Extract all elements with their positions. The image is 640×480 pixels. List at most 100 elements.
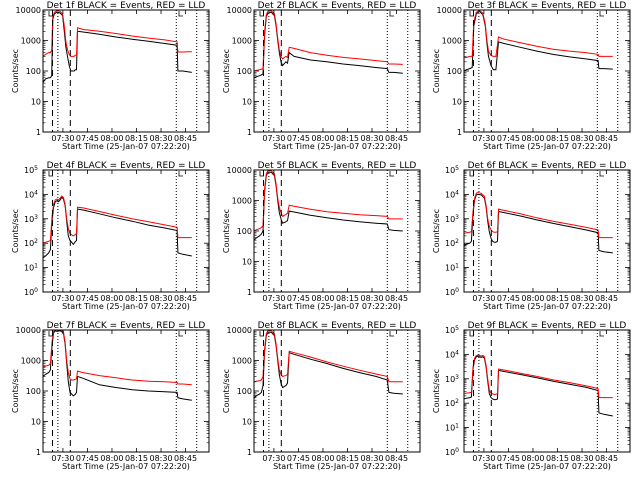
y-axis-label: Counts/sec — [11, 49, 20, 93]
x-tick-label: 07:45 — [76, 294, 99, 303]
series-line-lld — [43, 330, 192, 386]
y-tick-label: 1 — [247, 128, 252, 137]
x-tick-label: 08:45 — [595, 134, 618, 143]
y-tick-exponent: 1 — [34, 263, 38, 270]
corner-marker — [178, 171, 183, 177]
y-tick-label: 1000 — [442, 37, 462, 46]
x-tick-label: 07:30 — [472, 454, 495, 463]
y-tick-label: 10 — [452, 98, 462, 107]
y-tick-exponent: 1 — [455, 423, 459, 430]
y-tick-exponent: 4 — [455, 189, 459, 196]
y-tick-label: 10 — [242, 258, 252, 267]
x-axis-label: Start Time (25-Jan-07 07:22:20) — [273, 302, 401, 311]
x-tick-label: 08:45 — [174, 294, 197, 303]
y-tick-label: 100 — [26, 387, 41, 396]
y-tick-label: 100 — [447, 67, 462, 76]
chart-title: Det 1f BLACK = Events, RED = LLD — [47, 1, 206, 11]
chart-panel: Det 6f BLACK = Events, RED = LLD 07:30 07:… — [432, 161, 631, 311]
series-line-lld — [464, 10, 613, 59]
y-tick-exponent: 0 — [455, 447, 459, 454]
y-axis-label: Counts/sec — [11, 369, 20, 413]
y-tick-label: 103 — [445, 374, 459, 384]
plot-frame — [42, 329, 210, 453]
x-tick-label: 08:30 — [361, 454, 384, 463]
x-tick-label: 07:30 — [472, 134, 495, 143]
series-line-events — [464, 10, 613, 72]
y-tick-label: 10000 — [227, 166, 252, 175]
y-tick-label: 105 — [445, 165, 459, 175]
plot-frame — [253, 329, 421, 453]
chart-panel: Det 8f BLACK = Events, RED = LLD 07:30 07:… — [222, 321, 421, 471]
y-tick-exponent: 1 — [455, 263, 459, 270]
plot-frame — [253, 9, 421, 133]
y-tick-label: 10000 — [16, 326, 41, 335]
y-tick-label: 102 — [24, 238, 38, 248]
y-tick-label: 105 — [24, 165, 38, 175]
x-tick-label: 08:45 — [385, 294, 408, 303]
y-tick-exponent: 3 — [34, 214, 38, 221]
plot-frame — [463, 169, 631, 293]
y-tick-label: 10000 — [437, 6, 462, 15]
corner-marker — [469, 11, 474, 17]
x-axis-label: Start Time (25-Jan-07 07:22:20) — [483, 302, 611, 311]
corner-marker — [389, 11, 394, 17]
x-tick-label: 07:30 — [262, 134, 285, 143]
x-axis-label: Start Time (25-Jan-07 07:22:20) — [62, 142, 190, 151]
chart-title: Det 2f BLACK = Events, RED = LLD — [258, 1, 417, 11]
x-tick-label: 08:00 — [311, 454, 334, 463]
corner-marker — [259, 331, 264, 337]
x-tick-label: 08:00 — [521, 294, 544, 303]
x-tick-label: 07:45 — [287, 454, 310, 463]
corner-marker — [48, 331, 53, 337]
corner-marker — [178, 331, 183, 337]
series-line-events — [254, 331, 403, 399]
x-tick-label: 08:00 — [311, 134, 334, 143]
y-tick-label: 101 — [24, 263, 38, 273]
x-tick-label: 08:00 — [100, 294, 123, 303]
y-tick-label: 100 — [26, 67, 41, 76]
x-axis-label: Start Time (25-Jan-07 07:22:20) — [483, 462, 611, 471]
x-axis-label: Start Time (25-Jan-07 07:22:20) — [62, 462, 190, 471]
x-tick-label: 08:15 — [125, 454, 148, 463]
chart-panel: Det 3f BLACK = Events, RED = LLD 07:30 07:… — [432, 1, 631, 151]
y-tick-exponent: 5 — [455, 325, 459, 332]
y-tick-label: 10000 — [227, 326, 252, 335]
series-line-lld — [254, 330, 403, 383]
x-tick-label: 07:45 — [497, 294, 520, 303]
series-line-lld — [43, 10, 192, 57]
y-tick-label: 1000 — [21, 357, 41, 366]
x-tick-label: 07:30 — [51, 294, 74, 303]
x-axis-label: Start Time (25-Jan-07 07:22:20) — [483, 142, 611, 151]
corner-marker — [469, 171, 474, 177]
x-tick-label: 08:15 — [336, 134, 359, 143]
x-tick-label: 08:15 — [336, 294, 359, 303]
chart-title: Det 8f BLACK = Events, RED = LLD — [258, 321, 417, 331]
series-line-lld — [254, 170, 403, 232]
plot-frame — [463, 329, 631, 453]
x-tick-label: 07:45 — [497, 454, 520, 463]
y-axis-label: Counts/sec — [432, 49, 441, 93]
x-tick-label: 07:45 — [287, 294, 310, 303]
y-tick-label: 101 — [445, 423, 459, 433]
x-tick-label: 08:15 — [546, 294, 569, 303]
y-tick-label: 102 — [445, 398, 459, 408]
y-tick-exponent: 2 — [455, 398, 459, 405]
series-line-lld — [464, 191, 613, 239]
chart-panel: Det 2f BLACK = Events, RED = LLD 07:30 07:… — [222, 1, 421, 151]
x-axis-label: Start Time (25-Jan-07 07:22:20) — [273, 142, 401, 151]
y-tick-label: 100 — [237, 387, 252, 396]
corner-marker — [259, 171, 264, 177]
y-tick-exponent: 0 — [34, 287, 38, 294]
x-tick-label: 08:15 — [546, 454, 569, 463]
y-axis-label: Counts/sec — [432, 209, 441, 253]
y-tick-exponent: 4 — [455, 349, 459, 356]
y-tick-label: 1000 — [232, 197, 252, 206]
chart-title: Det 6f BLACK = Events, RED = LLD — [468, 161, 627, 171]
y-tick-exponent: 5 — [34, 165, 38, 172]
y-tick-label: 104 — [445, 189, 459, 199]
y-tick-exponent: 3 — [455, 374, 459, 381]
y-tick-label: 104 — [445, 349, 459, 359]
corner-marker — [389, 171, 394, 177]
y-tick-label: 1 — [36, 448, 41, 457]
corner-marker — [599, 11, 604, 17]
